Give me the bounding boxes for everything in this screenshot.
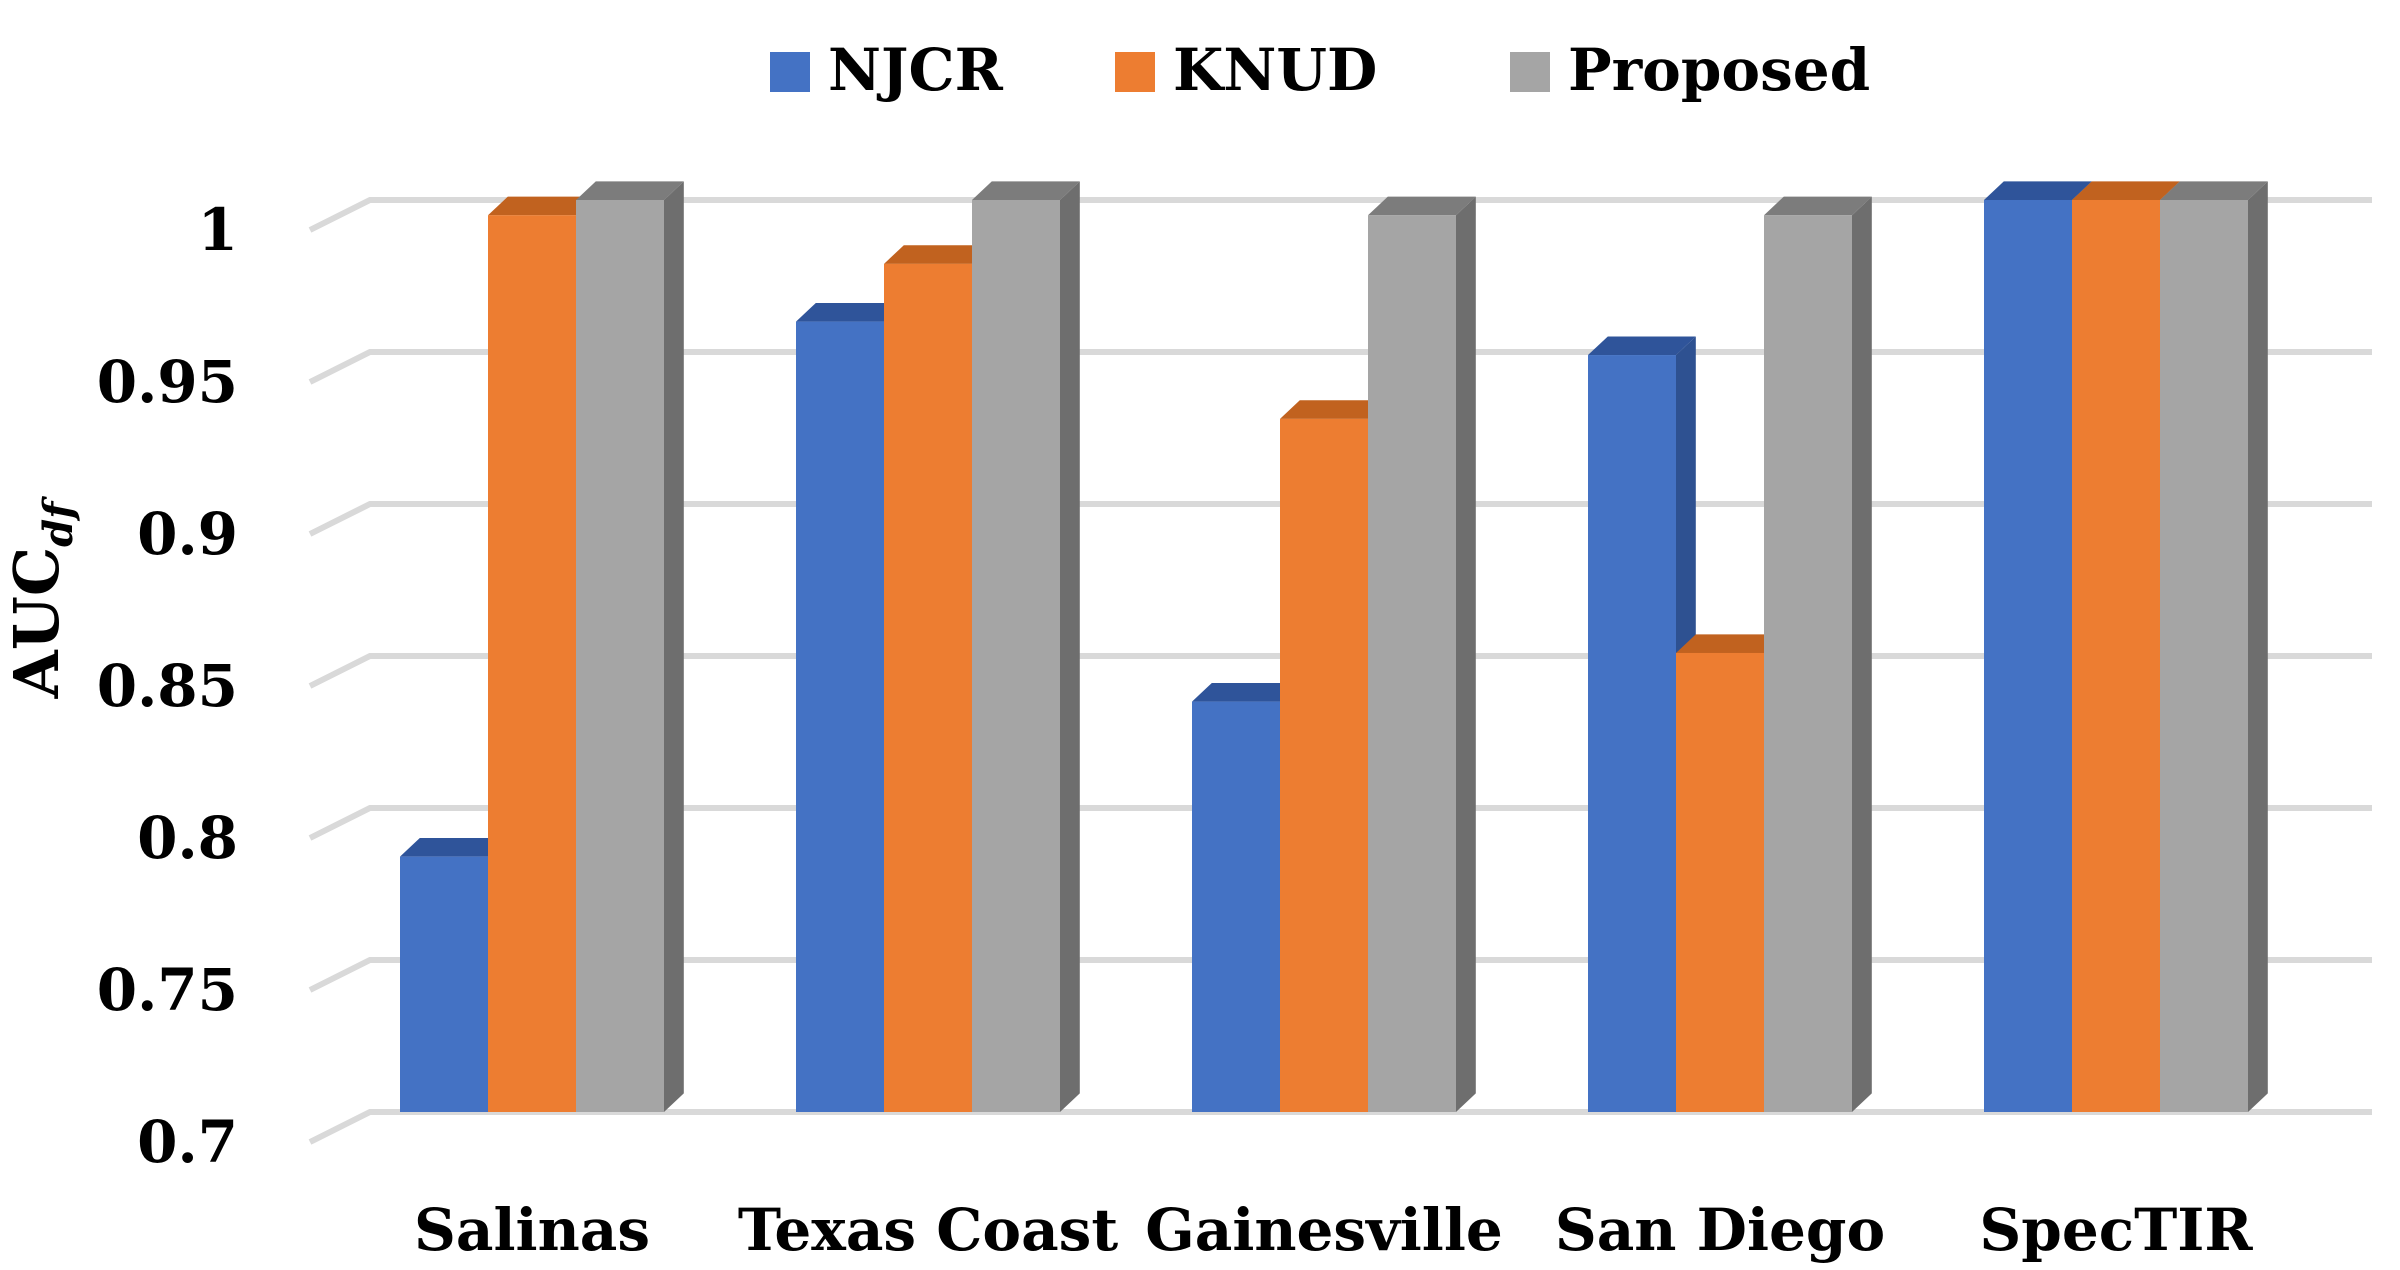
bar-top (576, 181, 684, 200)
bar-top (884, 245, 992, 264)
legend-label: NJCR (828, 36, 1004, 104)
gridline (308, 1109, 2372, 1145)
y-axis-title-main: AUC (0, 547, 73, 700)
bar-front (884, 263, 972, 1113)
bar-side (1852, 196, 1872, 1113)
x-category-label: Texas Coast (738, 1196, 1118, 1264)
bar-top (796, 303, 904, 322)
y-tick-label: 0.9 (137, 500, 238, 568)
bar-front (488, 215, 576, 1112)
y-axis-title: AUCdf (0, 496, 82, 700)
bar-top (1280, 400, 1388, 419)
legend-item-proposed: Proposed (1510, 36, 1870, 104)
legend-swatch (1115, 52, 1155, 92)
bar-proposed-2 (972, 181, 1080, 1112)
bar-proposed-3 (1368, 196, 1476, 1113)
bar-front (796, 321, 884, 1113)
bar-top (1588, 336, 1696, 356)
bar-top (1676, 634, 1784, 653)
bar-side (664, 181, 684, 1112)
bar-top (1984, 181, 2092, 200)
bar-front (1280, 418, 1368, 1112)
bar-side (1060, 181, 1080, 1112)
gridline (308, 349, 2372, 385)
x-axis-categories: Salinas Texas Coast Gainesville San Diego Sp… (414, 1196, 2253, 1264)
x-category-label: Salinas (414, 1196, 650, 1264)
bar-top (2160, 181, 2268, 200)
legend-label: Proposed (1568, 36, 1870, 104)
bar-front (1192, 701, 1280, 1112)
legend-swatch (770, 52, 810, 92)
y-tick-label: 0.75 (97, 956, 238, 1024)
bar-front (400, 856, 488, 1112)
y-tick-label: 0.85 (97, 652, 238, 720)
bar-proposed-5 (2160, 181, 2268, 1112)
bar-knud-3 (1280, 400, 1388, 1112)
bar-front (972, 200, 1060, 1112)
bar-proposed-4 (1764, 196, 1872, 1113)
y-axis-title-subscript: df (35, 496, 82, 547)
y-tick-label: 1 (198, 196, 238, 264)
bar-front (2160, 200, 2248, 1112)
bar-front (1368, 215, 1456, 1112)
bar-top (1764, 196, 1872, 216)
y-axis-ticks: 0.7 0.75 0.8 0.85 0.9 0.95 1 (97, 196, 238, 1176)
bar-side (2248, 181, 2268, 1112)
gridlines (308, 197, 2372, 1145)
bar-top (1192, 683, 1300, 702)
x-category-label: San Diego (1555, 1196, 1885, 1264)
bar-front (1764, 215, 1852, 1112)
bar-front (1676, 652, 1764, 1112)
legend-label: KNUD (1173, 36, 1377, 104)
bar-proposed-1 (576, 181, 684, 1112)
bar-front (576, 200, 664, 1112)
bar-top (972, 181, 1080, 200)
y-tick-label: 0.8 (137, 804, 238, 872)
bar-front (2072, 200, 2160, 1112)
bar-front (1984, 200, 2072, 1112)
bar-njcr-4 (1588, 336, 1696, 1112)
y-tick-label: 0.7 (137, 1108, 238, 1176)
legend-item-knud: KNUD (1115, 36, 1377, 104)
bar-top (400, 838, 508, 857)
bar-top (1368, 196, 1476, 216)
gridline (308, 501, 2372, 537)
bars (400, 181, 2268, 1113)
legend-swatch (1510, 52, 1550, 92)
x-category-label: Gainesville (1145, 1196, 1503, 1264)
x-category-label: SpecTIR (1979, 1196, 2253, 1264)
legend: NJCR KNUD Proposed (770, 36, 1870, 104)
legend-item-njcr: NJCR (770, 36, 1004, 104)
bar-top (488, 196, 596, 216)
bar-top (2072, 181, 2180, 200)
gridline (308, 197, 2372, 233)
bar-front (1588, 355, 1676, 1112)
y-tick-label: 0.95 (97, 348, 238, 416)
bar-side (1456, 196, 1476, 1113)
